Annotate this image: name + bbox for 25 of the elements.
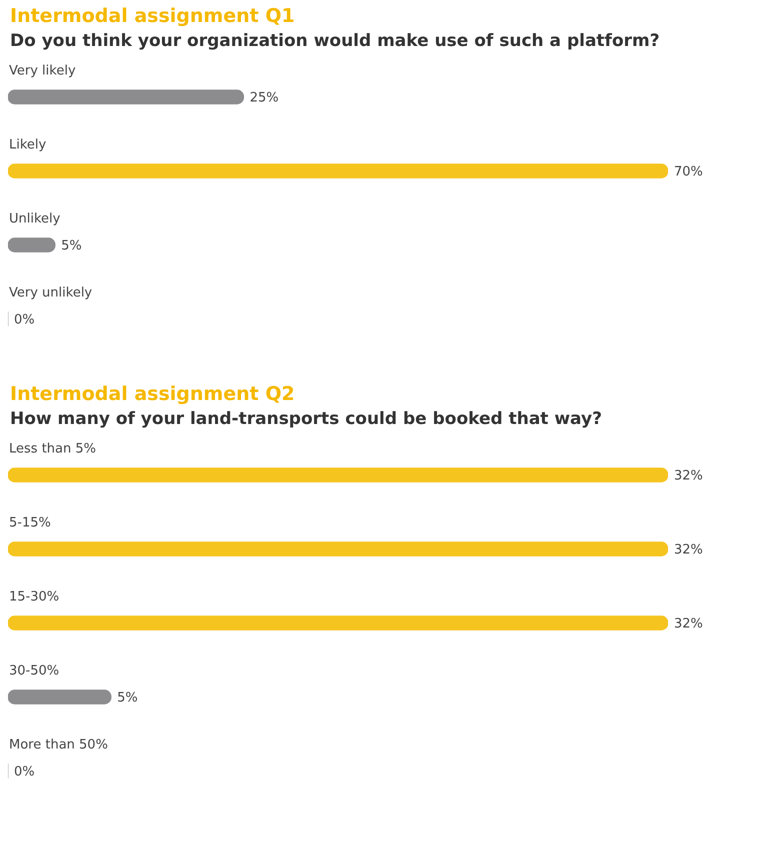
category-label: 30-50% — [9, 663, 60, 678]
category-label: 15-30% — [9, 589, 60, 604]
category-label: Unlikely — [9, 211, 60, 226]
category-label: 5-15% — [9, 515, 51, 530]
category-label: More than 50% — [9, 737, 108, 752]
data-label: 32% — [674, 468, 703, 484]
data-label: 32% — [674, 542, 703, 558]
data-label: 32% — [674, 616, 703, 632]
category-label: Likely — [9, 137, 46, 152]
bar — [8, 238, 56, 252]
chart-title: Intermodal assignment Q1 — [10, 4, 296, 28]
data-label: 25% — [250, 90, 279, 106]
category-label: Less than 5% — [9, 441, 96, 456]
chart-subtitle: Do you think your organization would make use of such a platform? — [10, 30, 661, 52]
category-label: Very likely — [9, 63, 76, 78]
data-label: 70% — [674, 164, 703, 180]
chart-subtitle: How many of your land-transports could be booked that way? — [10, 408, 603, 430]
bar — [8, 164, 668, 178]
data-label: 0% — [14, 764, 35, 780]
chart-title: Intermodal assignment Q2 — [10, 382, 296, 406]
category-label: Very unlikely — [9, 285, 92, 300]
data-label: 0% — [14, 312, 35, 328]
data-label: 5% — [117, 690, 138, 706]
bar — [8, 90, 244, 104]
data-label: 5% — [61, 238, 82, 254]
